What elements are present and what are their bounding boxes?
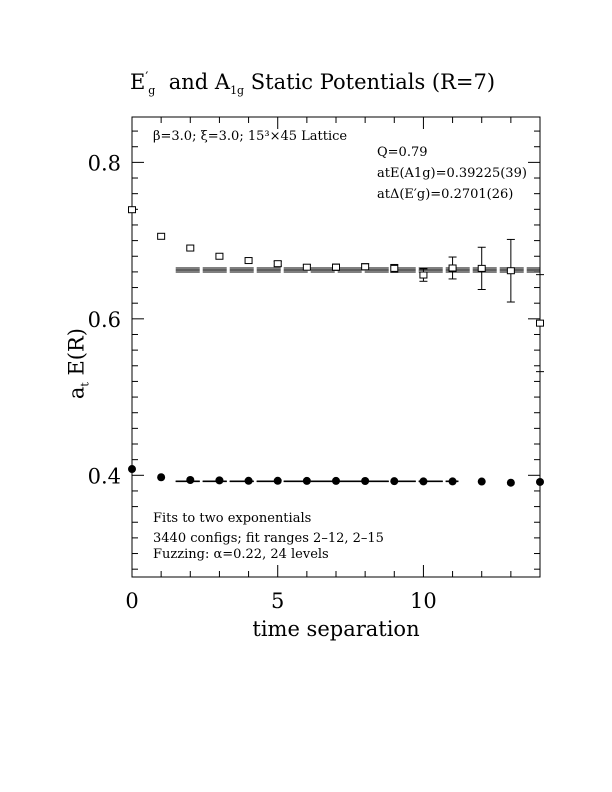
- x-tick-label: 10: [410, 589, 437, 613]
- data-point: [477, 477, 486, 486]
- fit-lines: [175, 267, 540, 483]
- axis-ticks: [131, 117, 541, 577]
- y-axis-label: at E(R): [64, 328, 92, 400]
- y-tick-label: 0.4: [88, 464, 121, 488]
- data-point: [186, 475, 195, 484]
- data-point: [361, 477, 370, 486]
- data-point: [506, 478, 515, 487]
- q-annotation: Q=0.79: [377, 145, 428, 160]
- fits-annotation: Fits to two exponentials: [153, 511, 312, 526]
- data-point: [390, 477, 399, 486]
- data-point: [536, 477, 544, 486]
- data-marks: [128, 206, 544, 487]
- fuzzing-annotation: Fuzzing: α=0.22, 24 levels: [153, 547, 329, 562]
- data-point: [536, 319, 544, 327]
- plot-frame: [131, 116, 541, 578]
- data-point: [332, 263, 340, 271]
- data-point: [215, 252, 224, 260]
- data-point: [244, 257, 253, 265]
- data-point: [332, 476, 340, 485]
- chart-title: E′g and A1g Static Potentials (R=7): [130, 70, 496, 98]
- x-tick-label: 0: [125, 589, 138, 613]
- data-point: [244, 476, 253, 485]
- data-point: [302, 263, 311, 271]
- data-point: [273, 476, 282, 485]
- lattice-annotation: β=3.0; ξ=3.0; 15³×45 Lattice: [153, 129, 348, 144]
- y-tick-label: 0.6: [88, 308, 121, 332]
- x-tick-label: 5: [271, 589, 284, 613]
- data-point: [186, 244, 195, 252]
- tick-labels: 0 5 10 0.4 0.6 0.8: [88, 151, 437, 613]
- data-point: [448, 477, 457, 486]
- data-point: [477, 264, 486, 272]
- data-point: [215, 476, 224, 485]
- data-point: [302, 476, 311, 485]
- x-axis-label: time separation: [252, 617, 420, 641]
- data-point: [273, 260, 282, 268]
- data-point: [128, 206, 136, 214]
- data-point: [419, 271, 428, 279]
- data-point: [506, 267, 515, 275]
- eg-gap-annotation: atΔ(E′g)=0.2701(26): [377, 187, 514, 202]
- data-point: [157, 232, 166, 240]
- data-point: [128, 465, 136, 474]
- configs-annotation: 3440 configs; fit ranges 2–12, 2–15: [153, 531, 384, 546]
- data-point: [448, 264, 457, 272]
- y-tick-label: 0.8: [88, 151, 121, 175]
- data-point: [390, 264, 399, 272]
- data-point: [419, 477, 428, 486]
- data-point: [361, 263, 370, 271]
- a1g-energy-annotation: atE(A1g)=0.39225(39): [377, 166, 527, 181]
- data-point: [157, 473, 166, 482]
